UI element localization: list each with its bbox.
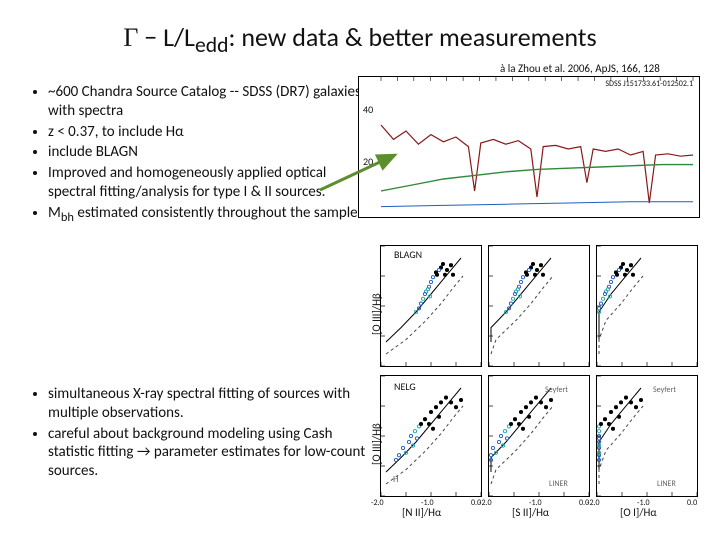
svg-text:H: H [393,474,399,485]
svg-text:Seyfert: Seyfert [653,385,676,395]
spectrum-svg [359,77,699,217]
mbh-sub: bh [61,210,74,225]
spectrum-panel: SDSS J151733.61-012502.1 40 20 [358,76,700,218]
title-gamma: Γ [123,23,138,52]
title-dash: − [138,21,163,53]
bpt-row-label-top: BLAGN [394,248,422,261]
bpt-xtick: 0.0 [687,498,697,508]
bpt-xlabel-1: [S II]/Hα [512,506,549,519]
svg-text:LINER: LINER [549,479,568,489]
bpt-panel: SeyfertLINER-2.0-1.00.0 [596,375,698,497]
mbh-pre: M [48,204,61,222]
citation-text: à la Zhou et al. 2006, ApJS, 166, 128 [500,62,660,75]
bullet-list-lower: simultaneous X-ray spectral fitting of s… [22,385,368,483]
bpt-xlabel-2: [O I]/Hα [620,506,657,519]
bpt-xtick: -2.0 [587,498,600,508]
bullet-item: z < 0.37, to include Hα [48,123,368,142]
bpt-xlabel-0: [N II]/Hα [402,506,441,519]
svg-text:LINER: LINER [657,479,676,489]
slide-root: Γ − L/Ledd: new data & better measuremen… [0,0,720,540]
secondary-model [381,202,693,207]
bpt-ylabel-bottom: [O III]/Hβ [370,423,383,465]
bpt-panel [488,245,590,367]
bullet-item: ~600 Chandra Source Catalog -- SDSS (DR7… [48,83,368,121]
bullet-item: include BLAGN [48,143,368,162]
bullet-item: simultaneous X-ray spectral fitting of s… [48,385,368,423]
bpt-panel [380,245,482,367]
observed-spectrum [381,125,693,203]
bullet-list-upper: ~600 Chandra Source Catalog -- SDSS (DR7… [22,83,368,227]
slide-title: Γ − L/Ledd: new data & better measuremen… [0,22,720,58]
bpt-panel [596,245,698,367]
bullet-item: careful about background modeling using … [48,425,368,481]
mbh-rest: estimated consistently throughout the sa… [74,204,361,222]
bpt-row-label-bottom: NELG [394,380,416,393]
bpt-panel: H-2.0-1.00.0 [380,375,482,497]
bpt-xtick: -2.0 [371,498,384,508]
bullet-item: Improved and homogeneously applied optic… [48,164,368,202]
bpt-ylabel-top: [O III]/Hβ [370,293,383,335]
bullet-item: Mbh estimated consistently throughout th… [48,204,368,226]
bpt-panel: SeyfertLINER-2.0-1.00.0 [488,375,590,497]
title-rest: : new data & better measurements [229,21,597,53]
svg-text:Seyfert: Seyfert [545,385,568,395]
bpt-xtick: -2.0 [479,498,492,508]
title-ratio-sub: edd [195,31,229,58]
title-ratio-pre: L/L [163,21,195,53]
